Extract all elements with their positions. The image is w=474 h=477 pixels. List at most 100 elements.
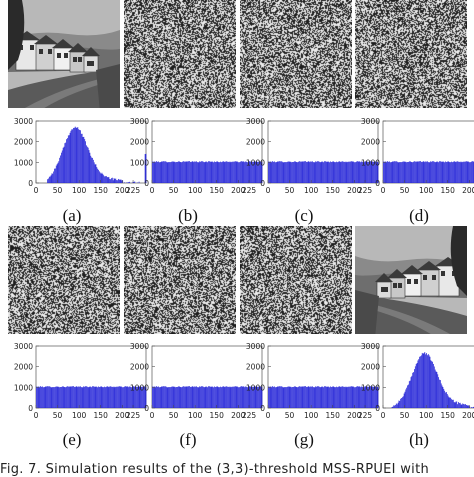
histogram-bar	[190, 162, 191, 183]
histogram-bar	[318, 161, 319, 183]
histogram-bar	[333, 161, 334, 183]
histogram-bar	[168, 162, 169, 183]
histogram-bar	[94, 162, 95, 183]
histogram-bar	[344, 162, 345, 183]
histogram-bar	[205, 162, 206, 183]
histogram-bar	[190, 387, 191, 408]
histogram-bar	[409, 161, 410, 183]
histogram-bar	[181, 387, 182, 408]
histogram-bar	[432, 161, 433, 183]
histogram-bar	[325, 386, 326, 408]
panel-label: (a)	[52, 206, 92, 226]
histogram-bar	[81, 387, 82, 408]
histogram-bar	[181, 162, 182, 183]
histogram-bar	[96, 386, 97, 408]
histogram-bar	[319, 162, 320, 183]
histogram-bar	[104, 387, 105, 408]
noise-share-image	[8, 226, 120, 334]
histogram-bar	[58, 387, 59, 408]
histogram-bar	[168, 387, 169, 408]
histogram-bar	[326, 162, 327, 183]
histogram-bar	[105, 176, 106, 183]
histogram-bar	[299, 386, 300, 408]
histogram-bar	[315, 386, 316, 408]
histogram-bar	[157, 387, 158, 408]
histogram-bar	[182, 387, 183, 408]
histogram-bar	[222, 162, 223, 183]
histogram-bar	[269, 387, 270, 408]
histogram-bar	[277, 386, 278, 408]
histogram-bar	[53, 387, 54, 408]
histogram-bar	[310, 161, 311, 183]
histogram-bar	[285, 162, 286, 183]
histogram-bar	[431, 162, 432, 183]
histogram-bar	[307, 162, 308, 183]
histogram-bar	[48, 178, 49, 183]
histogram-bar	[270, 386, 271, 408]
histogram-bar	[433, 364, 434, 408]
histogram-bar	[214, 161, 215, 183]
histogram-bar	[79, 387, 80, 408]
histogram-bar	[170, 387, 171, 408]
histogram-bar	[42, 386, 43, 408]
histogram-bar	[152, 387, 153, 408]
histogram-bar	[76, 386, 77, 408]
histogram-bar	[86, 145, 87, 183]
histogram-bar	[466, 405, 467, 408]
histogram-bar	[415, 162, 416, 183]
histogram-bar	[100, 387, 101, 408]
histogram-bar	[177, 387, 178, 408]
histogram-bar	[452, 162, 453, 183]
histogram-bar	[405, 162, 406, 183]
histogram-bar	[405, 389, 406, 408]
histogram-bar	[105, 387, 106, 408]
histogram-bar	[159, 162, 160, 183]
histogram-bar	[429, 162, 430, 183]
histogram-bar	[195, 162, 196, 183]
histogram-bar	[293, 162, 294, 183]
x-tick-label: 100	[419, 186, 434, 195]
y-tick-label: 1000	[361, 383, 380, 392]
histogram-bar	[329, 162, 330, 183]
noise-share-image	[240, 226, 352, 334]
histogram-bar	[303, 161, 304, 183]
histogram-bar	[161, 162, 162, 183]
histogram-bar	[203, 162, 204, 183]
histogram-bar	[221, 162, 222, 183]
histogram-bar	[64, 143, 65, 183]
histogram-bar	[88, 387, 89, 408]
histogram-bar	[201, 161, 202, 183]
histogram-bar	[161, 386, 162, 408]
histogram-bar	[304, 386, 305, 408]
histogram-bar	[193, 162, 194, 183]
histogram-bar	[89, 387, 90, 408]
histogram-bar	[174, 162, 175, 183]
histogram-bar	[173, 161, 174, 183]
histogram-bar	[188, 161, 189, 183]
histogram-bar	[300, 162, 301, 183]
histogram-bar	[426, 353, 427, 408]
y-tick-label: 0	[375, 179, 380, 188]
histogram-bar	[224, 387, 225, 408]
histogram-bar	[199, 162, 200, 183]
histogram-bar	[317, 386, 318, 408]
histogram-bar	[166, 387, 167, 408]
histogram-bar	[96, 387, 97, 408]
histogram-bar	[423, 354, 424, 408]
x-tick-label: 150	[326, 186, 341, 195]
histogram-bar	[413, 372, 414, 408]
histogram-bar	[449, 397, 450, 408]
histogram-bar	[419, 161, 420, 183]
histogram-bar	[440, 161, 441, 183]
histogram-bar	[394, 406, 395, 408]
histogram-bar	[58, 163, 59, 183]
y-tick-label: 2000	[361, 363, 380, 372]
histogram-bar	[197, 387, 198, 408]
histogram-bar	[68, 387, 69, 408]
histogram-bar	[426, 162, 427, 183]
histogram-bar	[207, 162, 208, 183]
histogram-bar	[41, 387, 42, 408]
histogram-bar	[69, 135, 70, 183]
y-tick-label: 2000	[130, 363, 149, 372]
histogram-bar	[90, 387, 91, 408]
